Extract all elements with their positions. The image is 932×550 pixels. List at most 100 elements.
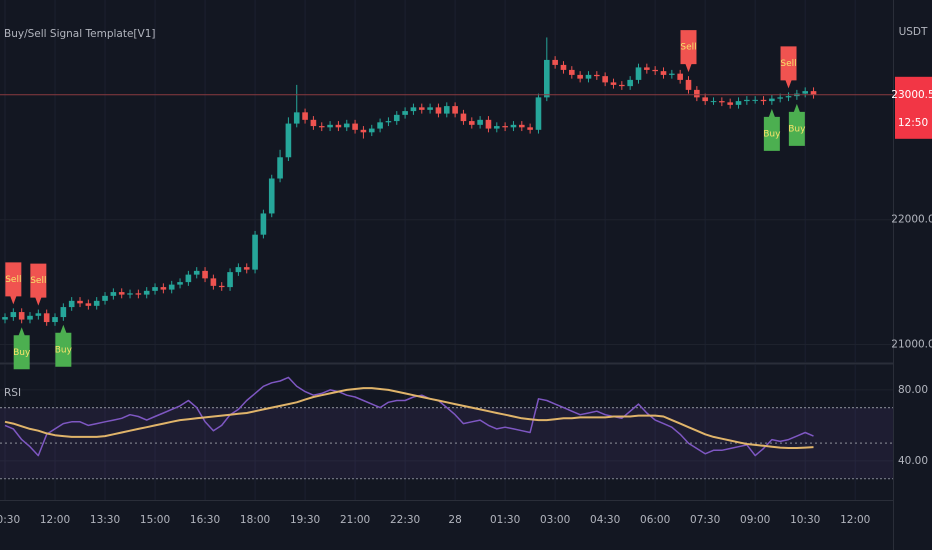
candle xyxy=(577,71,583,83)
signal-shape xyxy=(780,46,797,89)
rsi-pane xyxy=(0,376,893,480)
candle xyxy=(143,287,150,299)
candle-body xyxy=(518,124,525,128)
candle-body xyxy=(377,122,383,129)
candle-body xyxy=(418,107,425,110)
x-tick-label: 10:30 xyxy=(0,514,20,526)
candle-body xyxy=(10,312,17,318)
candle-body xyxy=(427,107,433,110)
candle-body xyxy=(577,74,583,79)
candle-body xyxy=(460,113,467,122)
sell-signal: Sell xyxy=(30,263,46,306)
candle xyxy=(368,124,375,137)
signal-text: Sell xyxy=(780,59,796,69)
candle-body xyxy=(168,284,175,290)
candle xyxy=(719,97,725,107)
candle-body xyxy=(694,89,700,98)
candle xyxy=(127,289,133,299)
candle xyxy=(735,97,742,109)
candle-body xyxy=(185,274,192,283)
candle-body xyxy=(210,278,217,286)
candle xyxy=(227,268,233,291)
signal-text: Buy xyxy=(13,348,31,358)
candle-body xyxy=(227,272,233,288)
signal-text: Sell xyxy=(5,275,21,285)
candle-body xyxy=(327,124,333,128)
candle-body xyxy=(218,285,225,288)
candle xyxy=(493,122,500,133)
signal-shape xyxy=(788,103,805,146)
candle xyxy=(243,263,250,274)
candle xyxy=(468,117,475,129)
candle xyxy=(610,78,617,89)
sell-signal: Sell xyxy=(780,46,797,89)
candle xyxy=(635,63,642,84)
candle xyxy=(202,267,208,283)
buy-signal: Buy xyxy=(763,108,781,151)
candle-body xyxy=(443,106,450,114)
signal-text: Buy xyxy=(763,129,781,139)
candle-body xyxy=(594,74,600,77)
x-tick-label: 12:00 xyxy=(40,514,70,526)
candle xyxy=(185,270,192,286)
candle-body xyxy=(27,315,33,320)
candle-body xyxy=(143,290,150,295)
candle-body xyxy=(93,300,100,306)
candle-body xyxy=(252,234,258,270)
candle xyxy=(769,94,775,105)
candle xyxy=(418,103,425,114)
candle xyxy=(518,121,525,132)
x-tick-label: 01:30 xyxy=(490,514,520,526)
candle xyxy=(552,56,558,69)
candle xyxy=(60,303,67,321)
candle-body xyxy=(735,101,742,105)
candle-body xyxy=(760,99,767,102)
candle xyxy=(377,118,383,133)
x-tick-label: 15:00 xyxy=(140,514,170,526)
candle-body xyxy=(393,114,400,122)
grid xyxy=(0,0,893,500)
candle-body xyxy=(669,73,675,75)
candle-body xyxy=(2,317,8,320)
candle xyxy=(585,71,592,83)
candle-body xyxy=(569,69,575,75)
indicator-title: Buy/Sell Signal Template[V1] xyxy=(4,28,155,40)
candle xyxy=(452,102,458,118)
candle xyxy=(218,282,225,291)
sell-signal: Sell xyxy=(680,30,697,73)
candle-body xyxy=(360,129,367,133)
candle xyxy=(802,87,809,98)
candle-body xyxy=(652,69,658,72)
candle xyxy=(685,76,692,94)
x-tick-label: 16:30 xyxy=(190,514,220,526)
candle xyxy=(302,108,308,124)
candle xyxy=(627,76,633,90)
candle xyxy=(594,71,600,80)
candle xyxy=(93,297,100,310)
candle xyxy=(752,96,758,104)
candle xyxy=(785,92,792,102)
candle-body xyxy=(802,91,809,94)
candle xyxy=(477,116,483,129)
candle xyxy=(335,121,342,132)
candle-body xyxy=(777,97,783,99)
candle xyxy=(43,309,50,326)
candle xyxy=(644,63,650,74)
signal-text: Buy xyxy=(55,345,73,355)
candle xyxy=(135,289,142,299)
candle xyxy=(460,109,467,125)
candle xyxy=(660,67,667,79)
candle xyxy=(410,103,417,115)
signal-text: Buy xyxy=(788,124,806,134)
candle xyxy=(277,149,283,183)
x-tick-label: 28 xyxy=(448,514,461,526)
candle xyxy=(160,283,167,294)
candle xyxy=(35,309,42,320)
candle xyxy=(193,267,200,279)
candle xyxy=(68,297,75,311)
x-tick-label: 04:30 xyxy=(590,514,620,526)
candle-body xyxy=(477,119,483,125)
rsi-line xyxy=(4,376,814,457)
x-tick-label: 18:00 xyxy=(240,514,270,526)
